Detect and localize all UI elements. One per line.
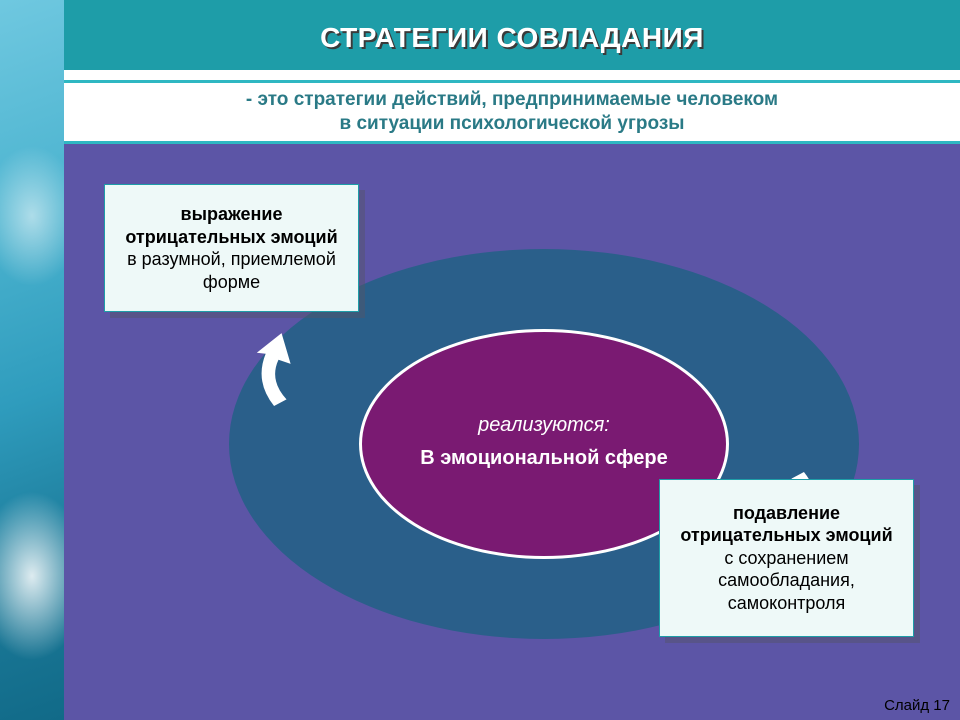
slide-root: СТРАТЕГИИ СОВЛАДАНИЯ - это стратегии дей… bbox=[0, 0, 960, 720]
callout-rest: в разумной, приемлемой форме bbox=[127, 249, 336, 292]
slide-number: Слайд 17 bbox=[884, 697, 950, 714]
callout-rest: с сохранением самообладания, самоконтрол… bbox=[718, 548, 855, 613]
side-decorative-strip bbox=[0, 0, 64, 720]
center-label-line1: реализуются: bbox=[394, 414, 694, 437]
callout-top-left: выражение отрицательных эмоций в разумно… bbox=[104, 184, 359, 312]
main-diagram-area: реализуются: В эмоциональной сфере выраж… bbox=[64, 144, 960, 720]
title-band: СТРАТЕГИИ СОВЛАДАНИЯ bbox=[64, 0, 960, 70]
center-label: реализуются: В эмоциональной сфере bbox=[394, 414, 694, 470]
callout-face: подавление отрицательных эмоций с сохран… bbox=[659, 479, 914, 637]
callout-bold: выражение отрицательных эмоций bbox=[125, 204, 337, 247]
center-label-line2: В эмоциональной сфере bbox=[394, 447, 694, 470]
callout-bold: подавление отрицательных эмоций bbox=[680, 503, 892, 546]
callout-bottom-right: подавление отрицательных эмоций с сохран… bbox=[659, 479, 914, 637]
subtitle-band: - это стратегии действий, предпринимаемы… bbox=[64, 80, 960, 144]
slide-title: СТРАТЕГИИ СОВЛАДАНИЯ bbox=[64, 22, 960, 54]
slide-subtitle: - это стратегии действий, предпринимаемы… bbox=[246, 88, 778, 136]
callout-face: выражение отрицательных эмоций в разумно… bbox=[104, 184, 359, 312]
